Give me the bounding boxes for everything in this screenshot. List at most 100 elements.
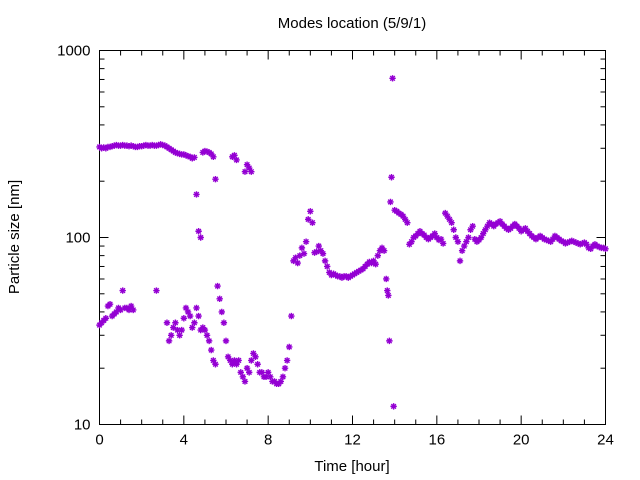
data-point bbox=[383, 275, 390, 283]
data-point bbox=[208, 150, 215, 158]
data-point bbox=[593, 242, 601, 250]
data-point bbox=[317, 247, 325, 254]
data-point bbox=[564, 239, 571, 246]
data-point bbox=[245, 369, 253, 376]
data-point bbox=[465, 234, 472, 241]
data-point bbox=[210, 357, 217, 364]
data-point bbox=[558, 237, 565, 245]
data-point bbox=[477, 234, 485, 241]
data-point bbox=[549, 235, 556, 243]
data-point bbox=[106, 300, 114, 308]
data-point bbox=[203, 148, 211, 155]
data-point bbox=[541, 235, 548, 243]
data-point bbox=[130, 142, 137, 150]
data-point bbox=[570, 238, 578, 245]
data-point bbox=[583, 241, 590, 248]
data-point bbox=[117, 306, 124, 314]
data-point bbox=[294, 259, 301, 267]
data-point bbox=[456, 257, 464, 265]
data-point bbox=[178, 326, 185, 334]
data-point bbox=[216, 295, 223, 303]
data-point bbox=[182, 304, 190, 312]
x-tick-label: 12 bbox=[344, 432, 361, 449]
data-point bbox=[193, 191, 200, 198]
data-point bbox=[241, 378, 249, 385]
data-point bbox=[482, 226, 489, 233]
data-point bbox=[267, 373, 274, 380]
data-point bbox=[387, 198, 394, 206]
data-point bbox=[130, 306, 137, 314]
x-tick-label: 16 bbox=[428, 432, 445, 449]
data-point bbox=[288, 312, 295, 320]
data-point bbox=[602, 245, 609, 253]
data-point bbox=[106, 143, 114, 151]
data-point bbox=[496, 218, 504, 225]
data-point bbox=[458, 247, 466, 254]
data-point bbox=[309, 219, 316, 226]
data-point bbox=[568, 237, 575, 245]
data-point bbox=[165, 337, 173, 345]
data-point bbox=[98, 145, 105, 152]
data-point bbox=[448, 219, 455, 226]
x-tick-label: 8 bbox=[264, 432, 272, 449]
y-axis-label: Particle size [nm] bbox=[6, 180, 23, 294]
data-point bbox=[442, 209, 449, 217]
axis-tick-labels: 0 4 8 12 16 20 24 10 100 1000 bbox=[57, 43, 614, 449]
data-point bbox=[290, 257, 297, 265]
data-point bbox=[388, 174, 395, 181]
data-point bbox=[243, 161, 251, 168]
data-point bbox=[258, 369, 266, 376]
data-point bbox=[406, 241, 413, 248]
data-point bbox=[374, 252, 381, 259]
data-point bbox=[248, 168, 255, 175]
data-point bbox=[197, 234, 204, 241]
data-point bbox=[463, 238, 470, 245]
data-point bbox=[408, 238, 415, 245]
data-point bbox=[444, 212, 451, 220]
data-point bbox=[370, 257, 377, 265]
data-point bbox=[254, 361, 261, 368]
data-point bbox=[545, 237, 552, 245]
data-point bbox=[174, 326, 181, 334]
data-point bbox=[562, 240, 569, 247]
data-point bbox=[298, 244, 306, 252]
data-point bbox=[163, 319, 171, 326]
data-point bbox=[233, 361, 240, 368]
data-point bbox=[172, 149, 179, 156]
data-point bbox=[305, 216, 312, 223]
data-point bbox=[170, 324, 177, 331]
data-point bbox=[386, 337, 393, 345]
data-point bbox=[231, 357, 238, 364]
data-point bbox=[245, 164, 253, 172]
data-point bbox=[302, 238, 310, 245]
data-point bbox=[522, 225, 529, 232]
data-point bbox=[390, 403, 397, 410]
data-point bbox=[218, 308, 225, 316]
data-point bbox=[324, 263, 331, 270]
data-point bbox=[585, 244, 592, 252]
data-point bbox=[279, 373, 287, 380]
data-point bbox=[380, 247, 388, 254]
data-point bbox=[467, 226, 474, 233]
data-point bbox=[113, 308, 120, 316]
data-point bbox=[431, 230, 438, 237]
data-point bbox=[189, 324, 196, 331]
data-point bbox=[222, 337, 230, 345]
data-point bbox=[296, 252, 303, 259]
data-point bbox=[385, 292, 392, 299]
data-point bbox=[189, 155, 196, 162]
x-tick-label: 4 bbox=[180, 432, 188, 449]
data-point bbox=[389, 75, 396, 82]
data-point bbox=[543, 236, 550, 244]
data-point bbox=[587, 245, 594, 253]
data-point bbox=[384, 287, 391, 294]
data-point bbox=[313, 248, 320, 255]
x-tick-label: 0 bbox=[95, 432, 103, 449]
data-point bbox=[277, 378, 285, 385]
data-point bbox=[212, 361, 219, 368]
data-point bbox=[201, 326, 209, 334]
data-point bbox=[248, 357, 255, 364]
data-point bbox=[311, 249, 318, 256]
chart-title: Modes location (5/9/1) bbox=[278, 15, 426, 32]
data-points bbox=[96, 75, 609, 410]
